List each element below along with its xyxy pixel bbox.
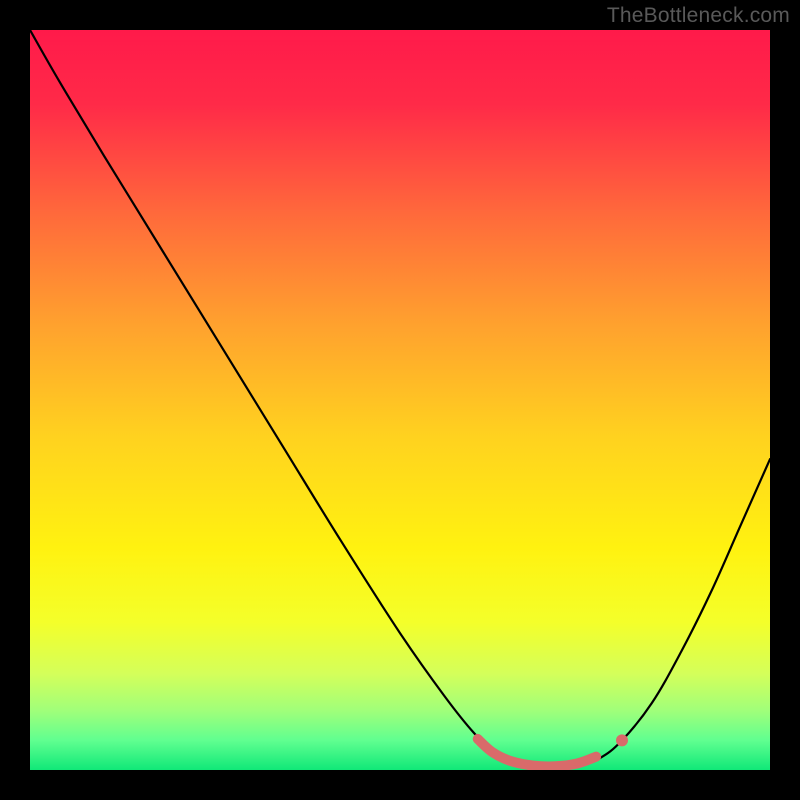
highlight-end-marker: [616, 734, 628, 746]
watermark-label: TheBottleneck.com: [607, 4, 790, 28]
plot-area: [30, 30, 770, 770]
chart-frame: TheBottleneck.com: [0, 0, 800, 800]
gradient-background: [30, 30, 770, 770]
chart-svg: [30, 30, 770, 770]
